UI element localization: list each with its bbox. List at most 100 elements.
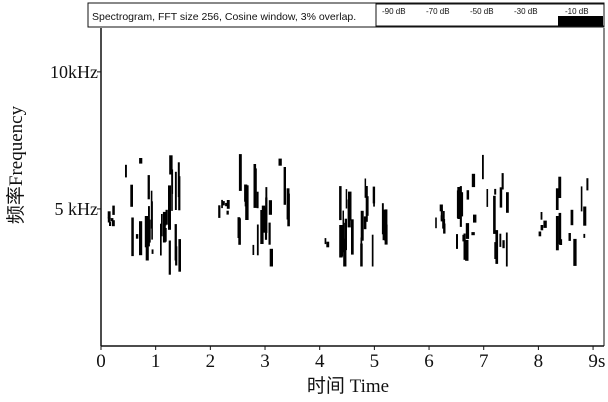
- spectrogram-cell: [139, 158, 143, 164]
- spectrogram-cell: [573, 238, 577, 266]
- spectrogram-cell: [324, 238, 327, 245]
- spectrogram-cell: [225, 202, 227, 207]
- spectrogram-cell: [107, 217, 111, 223]
- spectrogram-cell: [168, 185, 171, 230]
- spectrogram-cell: [256, 191, 259, 209]
- spectrogram-cell: [222, 201, 225, 206]
- spectrogram-cell: [381, 203, 384, 235]
- spectrogram-cell: [540, 225, 544, 231]
- x-axis-unit-label: s: [598, 351, 605, 372]
- spectrogram-cell: [125, 164, 127, 178]
- spectrogram-cell: [326, 241, 330, 248]
- spectrogram-burst: [125, 155, 181, 275]
- spectrogram-cell: [586, 178, 589, 191]
- x-tick-label: 3: [260, 351, 270, 372]
- db-legend-label: -30 dB: [514, 7, 538, 16]
- x-axis-label: 时间 Time: [307, 375, 389, 397]
- chart-title: Spectrogram, FFT size 256, Cosine window…: [92, 11, 356, 23]
- y-axis-ticks: 5 kHz 10kHz: [50, 62, 101, 219]
- spectrogram-cell: [283, 167, 286, 205]
- x-tick-label: 4: [315, 351, 325, 372]
- spectrogram-burst: [339, 178, 388, 267]
- spectrogram-cell: [583, 233, 586, 238]
- spectrogram-cell: [237, 217, 241, 238]
- spectrogram-cell: [139, 221, 143, 256]
- x-tick-label: 5: [370, 351, 380, 372]
- spectrogram-cell: [442, 211, 445, 224]
- spectrogram-cell: [342, 222, 345, 253]
- spectrogram-cell: [345, 189, 348, 209]
- spectrogram-cell: [174, 224, 177, 261]
- spectrogram-cell: [494, 188, 497, 195]
- spectrogram-cell: [178, 239, 181, 272]
- spectrogram-cell: [462, 234, 466, 242]
- spectrogram-cell: [456, 234, 458, 249]
- spectrogram-burst: [218, 199, 230, 218]
- spectrogram-cell: [226, 210, 229, 215]
- spectrogram-cell: [482, 154, 484, 180]
- spectrogram-cell: [486, 189, 489, 207]
- spectrogram-cell: [373, 187, 375, 207]
- spectrogram-cell: [538, 231, 542, 237]
- spectrogram-cell: [130, 184, 133, 207]
- spectrogram-cell: [473, 214, 477, 223]
- spectrogram-cell: [502, 240, 505, 249]
- spectrogram-cell: [471, 232, 475, 236]
- spectrogram-cell: [360, 243, 363, 267]
- spectrogram-cell: [463, 233, 466, 260]
- db-legend: -90 dB -70 dB -50 dB -30 dB -10 dB: [375, 3, 605, 27]
- spectrogram-cell: [221, 199, 223, 209]
- spectrogram-cell: [439, 204, 443, 212]
- spectrogram-cell: [107, 211, 111, 219]
- spectrogram-cell: [177, 162, 180, 198]
- spectrogram-cell: [366, 196, 369, 216]
- spectrogram-cell: [495, 230, 499, 264]
- spectrogram-burst: [324, 238, 330, 248]
- spectrogram-cell: [160, 223, 162, 256]
- spectrogram-cell: [260, 210, 264, 244]
- spectrogram-cell: [371, 234, 374, 267]
- spectrogram-cell: [344, 218, 347, 251]
- spectrogram-cell: [253, 168, 257, 208]
- spectrogram-cell: [501, 173, 504, 190]
- spectrogram-burst: [435, 204, 446, 234]
- spectrogram-cell: [112, 205, 115, 215]
- spectrogram-cell: [363, 216, 367, 230]
- spectrogram-cell: [466, 190, 470, 200]
- spectrogram-cell: [165, 228, 167, 242]
- spectrogram-cell: [570, 209, 574, 226]
- spectrogram-cell: [144, 216, 149, 248]
- spectrogram-cell: [151, 201, 153, 240]
- spectrogram-cell: [171, 169, 173, 211]
- y-tick-label: 10kHz: [50, 62, 98, 82]
- spectrogram-cell: [110, 218, 114, 222]
- spectrogram-cell: [339, 186, 342, 221]
- spectrogram-cell: [348, 191, 352, 221]
- spectrogram-cell: [382, 209, 386, 241]
- spectrogram-cell: [135, 234, 139, 239]
- spectrogram-cell: [174, 171, 177, 210]
- spectrogram-burst: [456, 154, 509, 267]
- spectrogram-cell: [238, 154, 242, 191]
- db-legend-label: -10 dB: [565, 7, 589, 16]
- spectrogram-cell: [540, 212, 543, 220]
- spectrogram-cell: [286, 188, 290, 220]
- y-axis-label: 频率Frequency: [5, 105, 27, 224]
- spectrogram-cell: [278, 158, 282, 166]
- spectrogram-cell: [568, 233, 571, 241]
- spectrogram-cell: [456, 190, 460, 218]
- spectrogram-cell: [365, 186, 368, 222]
- x-tick-label: 6: [424, 351, 434, 372]
- spectrogram-cell: [168, 240, 171, 275]
- spectrogram-cell: [145, 241, 149, 261]
- spectrogram-cell: [459, 186, 462, 227]
- x-tick-label: 8: [534, 351, 544, 372]
- spectrogram-cell: [580, 186, 583, 212]
- spectrogram-cell: [256, 224, 259, 256]
- header-strip: Spectrogram, FFT size 256, Cosine window…: [87, 2, 605, 28]
- spectrogram-cell: [169, 155, 173, 175]
- spectrogram-cell: [471, 173, 476, 188]
- spectrogram-cell: [506, 192, 509, 213]
- spectrogram-cell: [543, 220, 547, 228]
